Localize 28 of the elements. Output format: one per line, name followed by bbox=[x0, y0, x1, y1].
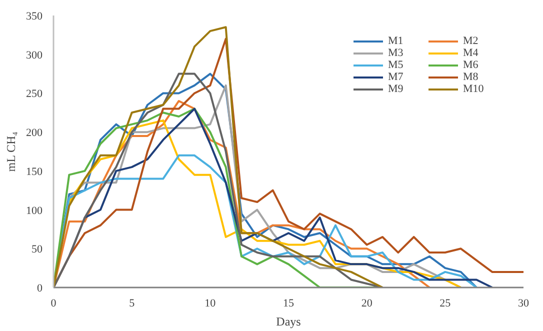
legend-label: M3 bbox=[388, 47, 404, 59]
y-tick-label: 100 bbox=[26, 204, 43, 217]
legend-label: M2 bbox=[463, 35, 480, 47]
y-tick-label: 250 bbox=[26, 88, 43, 100]
x-tick-label: 30 bbox=[518, 298, 530, 310]
x-tick-label: 5 bbox=[129, 298, 136, 310]
x-tick-label: 15 bbox=[283, 298, 294, 310]
legend-label: M8 bbox=[463, 71, 480, 83]
legend-label: M6 bbox=[463, 59, 480, 71]
x-axis-title: Days bbox=[276, 314, 302, 328]
y-tick-label: 0 bbox=[37, 282, 43, 294]
legend-label: M7 bbox=[388, 71, 404, 83]
y-tick-label: 300 bbox=[26, 49, 43, 62]
x-tick-label: 0 bbox=[50, 298, 57, 310]
legend-label: M5 bbox=[388, 59, 404, 71]
x-tick-label: 25 bbox=[440, 298, 452, 310]
legend-label: M1 bbox=[388, 35, 404, 47]
legend-label: M10 bbox=[463, 83, 485, 95]
y-tick-label: 150 bbox=[26, 166, 43, 178]
x-tick-label: 20 bbox=[361, 298, 373, 310]
legend-label: M4 bbox=[463, 47, 480, 59]
y-tick-label: 50 bbox=[32, 244, 43, 256]
y-tick-label: 200 bbox=[26, 127, 43, 140]
x-tick-label: 10 bbox=[204, 298, 216, 310]
y-tick-label: 350 bbox=[26, 10, 43, 22]
legend-label: M9 bbox=[388, 83, 404, 95]
line-series bbox=[54, 26, 384, 288]
y-axis-title: mL CH₄ bbox=[4, 132, 18, 172]
